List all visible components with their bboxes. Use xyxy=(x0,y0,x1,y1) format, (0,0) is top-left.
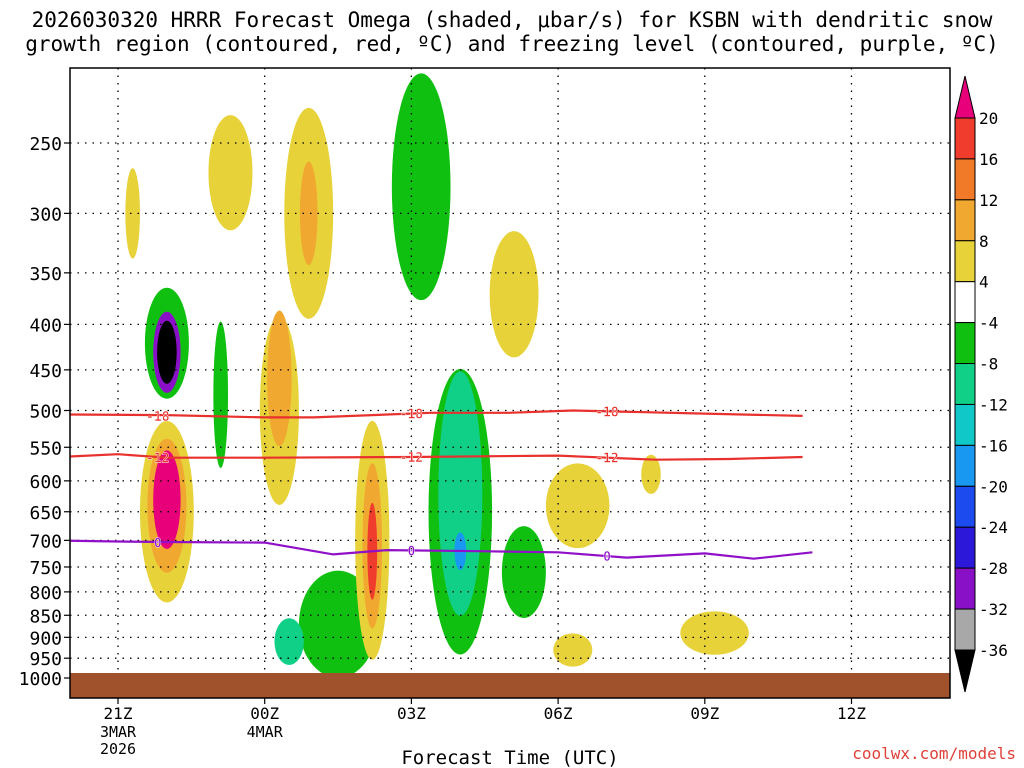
omega-shade-27 xyxy=(680,611,749,655)
dendritic-12-label-2: -12 xyxy=(595,452,618,467)
omega-shade-7 xyxy=(213,321,229,468)
omega-shade-18 xyxy=(391,73,451,301)
x-tick-sublabel-4MAR: 4MAR xyxy=(247,723,284,741)
y-tick-label-900: 900 xyxy=(29,628,62,649)
colorbar-label-8: -16 xyxy=(979,436,1008,455)
freezing-level-0-line xyxy=(70,539,813,560)
y-tick-label-800: 800 xyxy=(29,583,62,604)
y-tick-label-650: 650 xyxy=(29,503,62,524)
colorbar-label-4: 4 xyxy=(979,273,989,292)
colorbar-swatch-8 xyxy=(954,403,976,446)
omega-shade-24 xyxy=(545,463,610,549)
plot-area: -18 -18 -18 -12 -12 -12 0 0 0 xyxy=(70,68,950,698)
colorbar-label-3: 8 xyxy=(979,232,989,251)
omega-shade-12 xyxy=(299,161,318,266)
y-tick-label-1000: 1000 xyxy=(19,669,62,690)
omega-shade-14 xyxy=(274,618,304,665)
y-tick-label-850: 850 xyxy=(29,606,62,627)
colorbar-swatch-5 xyxy=(954,281,976,324)
dendritic-12-label-0: -12 xyxy=(146,452,169,467)
omega-shade-26 xyxy=(641,454,661,495)
y-tick-label-250: 250 xyxy=(29,134,62,155)
y-tick-label-350: 350 xyxy=(29,264,62,285)
chart-title-line-2: growth region (contoured, red, ºC) and f… xyxy=(25,32,999,56)
y-tick-label-550: 550 xyxy=(29,438,62,459)
colorbar-label-2: 12 xyxy=(979,191,998,210)
y-tick-label-750: 750 xyxy=(29,558,62,579)
colorbar-swatch-6 xyxy=(954,322,976,365)
omega-shade-20 xyxy=(438,371,483,616)
colorbar-label-1: 16 xyxy=(979,150,998,169)
colorbar-label-9: -20 xyxy=(979,477,1008,496)
x-tick-label-00Z: 00Z xyxy=(250,704,279,723)
dendritic-12-label-1: -12 xyxy=(400,451,423,466)
y-tick-label-950: 950 xyxy=(29,649,62,670)
x-tick-label-03Z: 03Z xyxy=(397,704,426,723)
colorbar-swatch-3 xyxy=(954,199,976,242)
colorbar-swatch-2 xyxy=(954,158,976,201)
freezing-level-0-label-1: 0 xyxy=(407,544,415,559)
x-tick-sublabel-3MAR: 3MAR xyxy=(100,723,137,741)
colorbar-swatch-10 xyxy=(954,485,976,528)
omega-shade-3 xyxy=(153,450,181,549)
omega-shade-6 xyxy=(157,320,177,384)
plot-frame xyxy=(69,67,951,699)
x-tick-label-06Z: 06Z xyxy=(544,704,573,723)
colorbar-swatch-1 xyxy=(954,117,976,160)
chart-title-line-1: 2026030320 HRRR Forecast Omega (shaded, … xyxy=(31,8,993,32)
dendritic-12-line xyxy=(70,453,803,461)
omega-shade-10 xyxy=(267,310,292,447)
y-tick-label-400: 400 xyxy=(29,315,62,336)
x-tick-label-09Z: 09Z xyxy=(690,704,719,723)
y-tick-label-300: 300 xyxy=(29,204,62,225)
x-tick-year-2026: 2026 xyxy=(100,740,136,758)
credit-text: coolwx.com/models xyxy=(852,744,1016,763)
colorbar-label-5: -4 xyxy=(979,314,998,333)
colorbar-swatch-9 xyxy=(954,444,976,487)
x-axis-label: Forecast Time (UTC) xyxy=(401,747,618,768)
omega-shade-0 xyxy=(125,168,141,259)
colorbar-swatch-12 xyxy=(954,567,976,610)
y-tick-label-700: 700 xyxy=(29,531,62,552)
terrain-strip xyxy=(70,673,950,698)
colorbar-swatch-4 xyxy=(954,240,976,283)
colorbar-bottom-arrow xyxy=(954,649,976,693)
colorbar-swatch-11 xyxy=(954,526,976,569)
omega-shade-22 xyxy=(489,231,539,358)
dendritic-18-label-1: -18 xyxy=(400,408,424,423)
colorbar-label-12: -32 xyxy=(979,600,1008,619)
freezing-level-0-label-2: 0 xyxy=(603,550,611,565)
y-tick-label-450: 450 xyxy=(29,361,62,382)
dendritic-18-label-0: -18 xyxy=(146,410,170,425)
omega-shade-25 xyxy=(553,633,593,667)
dendritic-18-line xyxy=(70,409,803,419)
colorbar-label-10: -24 xyxy=(979,518,1008,537)
freezing-level-0-label-0: 0 xyxy=(154,536,162,551)
y-tick-label-500: 500 xyxy=(29,402,62,423)
x-tick-label-12Z: 12Z xyxy=(837,704,866,723)
colorbar-swatch-13 xyxy=(954,608,976,651)
x-tick-label-21Z: 21Z xyxy=(104,704,133,723)
dendritic-18-label-2: -18 xyxy=(595,405,619,420)
omega-shade-8 xyxy=(208,115,253,231)
colorbar-swatch-7 xyxy=(954,363,976,405)
y-tick-label-600: 600 xyxy=(29,472,62,493)
colorbar-label-6: -8 xyxy=(979,355,998,374)
colorbar-label-13: -36 xyxy=(979,641,1008,660)
colorbar-top-arrow xyxy=(954,75,976,119)
colorbar-label-7: -12 xyxy=(979,395,1008,414)
omega-shade-23 xyxy=(501,526,546,619)
colorbar-label-11: -28 xyxy=(979,559,1008,578)
colorbar-label-0: 20 xyxy=(979,109,998,128)
